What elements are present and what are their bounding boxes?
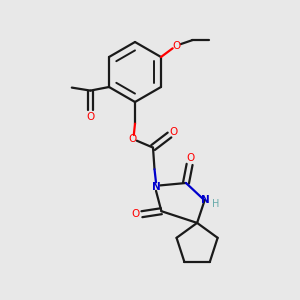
Text: O: O	[128, 134, 137, 144]
Text: N: N	[152, 182, 160, 192]
Text: H: H	[212, 199, 220, 209]
Text: O: O	[86, 112, 94, 122]
Text: O: O	[170, 127, 178, 137]
Text: O: O	[132, 209, 140, 219]
Text: O: O	[172, 40, 181, 51]
Text: N: N	[201, 195, 210, 206]
Text: O: O	[186, 153, 194, 164]
